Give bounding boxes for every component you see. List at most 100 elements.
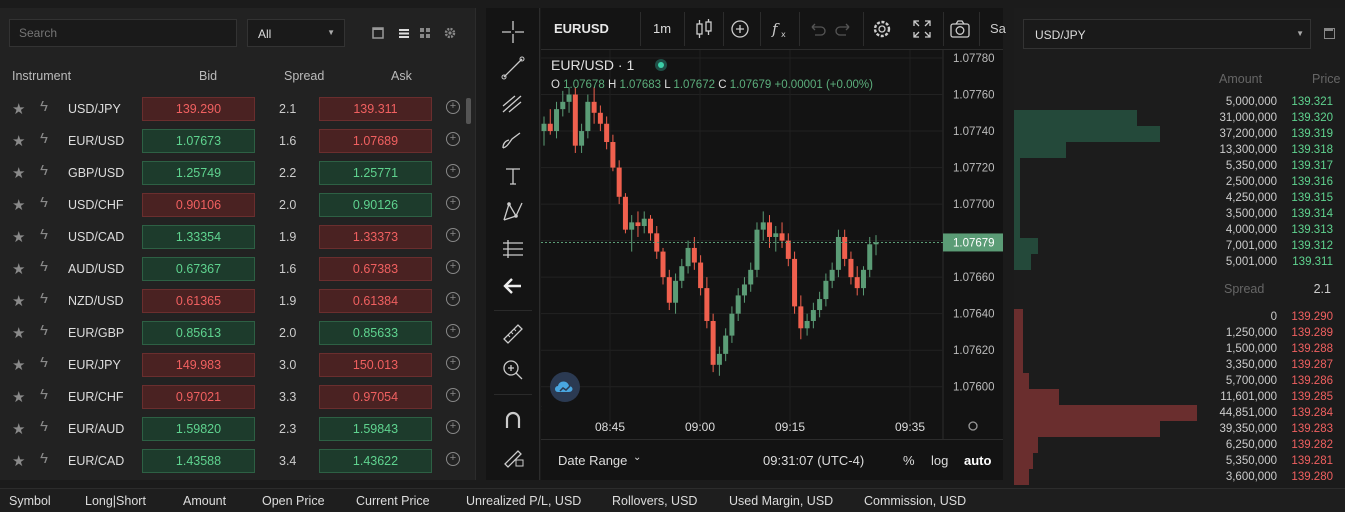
- ask-price-button[interactable]: 0.61384: [319, 289, 432, 313]
- bid-level-row[interactable]: 3,350,000 139.287: [1014, 357, 1345, 373]
- brush-tool-icon[interactable]: [499, 126, 527, 154]
- ask-level-row[interactable]: 37,200,000 139.319: [1014, 126, 1345, 142]
- star-icon[interactable]: ★: [12, 165, 26, 182]
- positions-column-header[interactable]: Commission, USD: [864, 494, 967, 508]
- add-order-icon[interactable]: +: [446, 324, 460, 338]
- bid-price-button[interactable]: 0.67367: [142, 257, 255, 281]
- positions-column-header[interactable]: Unrealized P/L, USD: [466, 494, 582, 508]
- star-icon[interactable]: ★: [12, 133, 26, 150]
- star-icon[interactable]: ★: [12, 453, 26, 470]
- pattern-tool-icon[interactable]: [499, 198, 527, 226]
- star-icon[interactable]: ★: [12, 229, 26, 246]
- add-order-icon[interactable]: +: [446, 452, 460, 466]
- ask-level-row[interactable]: 7,001,000 139.312: [1014, 238, 1345, 254]
- axis-settings-icon[interactable]: [968, 421, 978, 431]
- bid-level-row[interactable]: 5,700,000 139.286: [1014, 373, 1345, 389]
- watchlist-row[interactable]: ★ ϟ NZD/USD 0.61365 1.9 0.61384 +: [0, 286, 466, 318]
- timeframe-button[interactable]: 1m: [653, 21, 672, 36]
- auto-scale-toggle[interactable]: auto: [964, 453, 992, 468]
- bid-level-row[interactable]: 11,601,000 139.285: [1014, 389, 1345, 405]
- lightning-icon[interactable]: ϟ: [40, 418, 48, 435]
- ask-level-row[interactable]: 5,000,000 139.321: [1014, 94, 1345, 110]
- watchlist-row[interactable]: ★ ϟ EUR/CAD 1.43588 3.4 1.43622 +: [0, 446, 466, 478]
- bid-level-row[interactable]: 39,350,000 139.283: [1014, 421, 1345, 437]
- ask-level-row[interactable]: 4,000,000 139.313: [1014, 222, 1345, 238]
- watchlist-row[interactable]: ★ ϟ EUR/JPY 149.983 3.0 150.013 +: [0, 350, 466, 382]
- lightning-icon[interactable]: ϟ: [40, 290, 48, 307]
- camera-icon[interactable]: [949, 18, 971, 40]
- scrollbar-thumb[interactable]: [466, 98, 471, 124]
- bid-level-row[interactable]: 3,600,000 139.280: [1014, 469, 1345, 485]
- ask-price-button[interactable]: 1.33373: [319, 225, 432, 249]
- log-scale-toggle[interactable]: log: [931, 453, 949, 468]
- add-order-icon[interactable]: +: [446, 388, 460, 402]
- lightning-icon[interactable]: ϟ: [40, 258, 48, 275]
- watchlist-row[interactable]: ★ ϟ USD/CHF 0.90106 2.0 0.90126 +: [0, 190, 466, 222]
- positions-column-header[interactable]: Long|Short: [85, 494, 146, 508]
- bid-price-button[interactable]: 1.25749: [142, 161, 255, 185]
- back-arrow-icon[interactable]: [499, 272, 527, 300]
- add-order-icon[interactable]: +: [446, 164, 460, 178]
- positions-column-header[interactable]: Open Price: [262, 494, 325, 508]
- bid-price-button[interactable]: 0.90106: [142, 193, 255, 217]
- ask-level-row[interactable]: 5,350,000 139.317: [1014, 158, 1345, 174]
- lock-drawings-icon[interactable]: [499, 442, 527, 470]
- add-order-icon[interactable]: +: [446, 292, 460, 306]
- fullscreen-icon[interactable]: [911, 18, 933, 40]
- trend-line-tool-icon[interactable]: [499, 54, 527, 82]
- crosshair-tool-icon[interactable]: [499, 18, 527, 46]
- price-chart[interactable]: 1.07780 1.07760 1.07740 1.07720 1.07700 1.076…: [541, 50, 1003, 480]
- ask-price-button[interactable]: 139.311: [319, 97, 432, 121]
- positions-column-header[interactable]: Symbol: [9, 494, 51, 508]
- positions-column-header[interactable]: Amount: [183, 494, 227, 508]
- bid-level-row[interactable]: 5,350,000 139.281: [1014, 453, 1345, 469]
- ask-level-row[interactable]: 3,500,000 139.314: [1014, 206, 1345, 222]
- pair-dropdown[interactable]: USD/JPY ▼: [1023, 19, 1311, 49]
- lightning-icon[interactable]: ϟ: [40, 162, 48, 179]
- bid-price-button[interactable]: 1.43588: [142, 449, 255, 473]
- watchlist-row[interactable]: ★ ϟ USD/CAD 1.33354 1.9 1.33373 +: [0, 222, 466, 254]
- add-order-icon[interactable]: +: [446, 420, 460, 434]
- undo-icon[interactable]: [806, 18, 828, 40]
- ask-price-button[interactable]: 1.25771: [319, 161, 432, 185]
- grid-view-icon[interactable]: [418, 26, 432, 40]
- add-order-icon[interactable]: +: [446, 260, 460, 274]
- bid-level-row[interactable]: 0 139.290: [1014, 309, 1345, 325]
- ask-price-button[interactable]: 1.07689: [319, 129, 432, 153]
- zoom-in-icon[interactable]: [499, 356, 527, 384]
- save-menu-button[interactable]: Sa: [990, 21, 1006, 36]
- lightning-icon[interactable]: ϟ: [40, 450, 48, 467]
- lightning-icon[interactable]: ϟ: [40, 130, 48, 147]
- ruler-icon[interactable]: [499, 320, 527, 348]
- add-order-icon[interactable]: +: [446, 196, 460, 210]
- watchlist-row[interactable]: ★ ϟ EUR/AUD 1.59820 2.3 1.59843 +: [0, 414, 466, 446]
- redo-icon[interactable]: [833, 18, 855, 40]
- star-icon[interactable]: ★: [12, 325, 26, 342]
- add-compare-icon[interactable]: [729, 18, 751, 40]
- bid-price-button[interactable]: 0.85613: [142, 321, 255, 345]
- watchlist-row[interactable]: ★ ϟ GBP/USD 1.25749 2.2 1.25771 +: [0, 158, 466, 190]
- bid-price-button[interactable]: 0.61365: [142, 289, 255, 313]
- star-icon[interactable]: ★: [12, 261, 26, 278]
- star-icon[interactable]: ★: [12, 197, 26, 214]
- candlestick-chart-svg[interactable]: 1.07780 1.07760 1.07740 1.07720 1.07700 1.076…: [541, 50, 1003, 439]
- lightning-icon[interactable]: ϟ: [40, 226, 48, 243]
- measure-tool-icon[interactable]: [499, 234, 527, 262]
- ask-level-row[interactable]: 5,001,000 139.311: [1014, 254, 1345, 270]
- ask-price-button[interactable]: 1.43622: [319, 449, 432, 473]
- add-order-icon[interactable]: +: [446, 356, 460, 370]
- bid-level-row[interactable]: 44,851,000 139.284: [1014, 405, 1345, 421]
- text-tool-icon[interactable]: [499, 162, 527, 190]
- ask-level-row[interactable]: 13,300,000 139.318: [1014, 142, 1345, 158]
- chevron-down-icon[interactable]: ⌄: [633, 452, 642, 463]
- ask-price-button[interactable]: 0.67383: [319, 257, 432, 281]
- symbol-search-button[interactable]: EURUSD: [554, 21, 609, 36]
- positions-column-header[interactable]: Rollovers, USD: [612, 494, 698, 508]
- filter-dropdown[interactable]: All ▼: [247, 19, 345, 47]
- ask-level-row[interactable]: 31,000,000 139.320: [1014, 110, 1345, 126]
- cloud-sync-icon[interactable]: [550, 372, 580, 402]
- gear-icon[interactable]: [443, 26, 457, 40]
- lightning-icon[interactable]: ϟ: [40, 354, 48, 371]
- window-icon[interactable]: [371, 26, 385, 40]
- bid-price-button[interactable]: 1.59820: [142, 417, 255, 441]
